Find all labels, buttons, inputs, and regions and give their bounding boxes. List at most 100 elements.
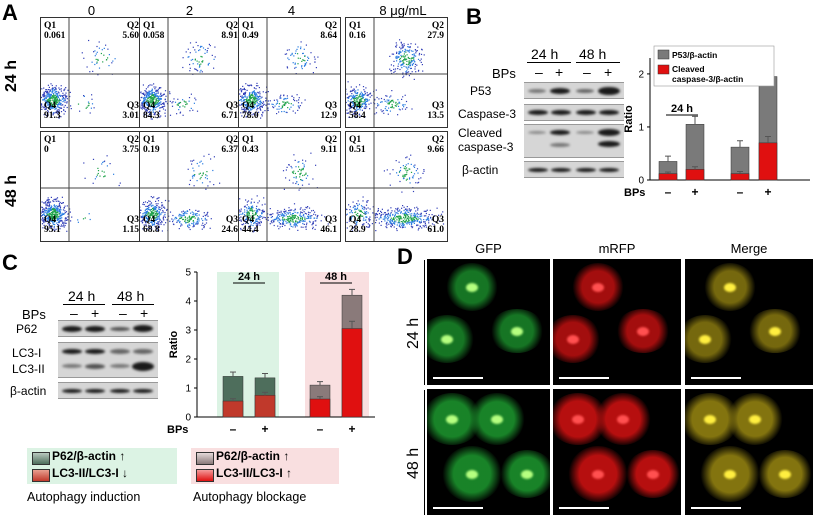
- puncta: [466, 470, 478, 479]
- bar-series-2: [658, 173, 678, 181]
- scale-bar: [691, 507, 741, 509]
- group-label: 48 h: [325, 271, 347, 283]
- c-legend-lc3-swatch-48: [196, 469, 214, 482]
- d-col-merge: Merge: [730, 241, 768, 256]
- puncta: [779, 470, 791, 479]
- flow-plot: Q1 0.43 Q2 9.11 Q4 44.4 Q3 46.1: [238, 131, 341, 242]
- c-bps-label: BPs: [22, 307, 46, 322]
- b-blot-p53: [524, 82, 624, 99]
- legend-swatch-cleaved: [657, 64, 670, 75]
- b-time-24h: 24 h: [531, 46, 559, 62]
- b-time-48h-line: [576, 62, 620, 63]
- panel-a-letter: A: [2, 0, 18, 25]
- quadrant-q4-label: Q4 95.1: [44, 215, 61, 235]
- quadrant-q4-label: Q4 68.8: [143, 215, 160, 235]
- x-axis-label: BPs: [167, 424, 188, 436]
- x-axis-label: BPs: [624, 187, 645, 199]
- quadrant-q4-label: Q4 44.4: [242, 215, 259, 235]
- group-label: 24 h: [671, 103, 693, 115]
- scale-bar: [433, 507, 483, 509]
- puncta: [769, 327, 781, 336]
- panel-c-bar-chart: 0 1 2 3 4 5 Ratio BPs – + – +24 h 48 h: [167, 268, 375, 436]
- quadrant-q2-label: Q2 27.9: [427, 21, 444, 41]
- b-sign-2: +: [555, 64, 564, 80]
- y-tick-label: 1: [638, 122, 644, 133]
- microscopy-image: [553, 259, 681, 385]
- quadrant-q1-label: Q1 0.51: [349, 135, 366, 155]
- quadrant-q1-label: Q1 0.19: [143, 135, 160, 155]
- puncta: [592, 283, 604, 292]
- bar-series-2: [341, 328, 363, 418]
- quadrant-q3-label: Q3 46.1: [320, 215, 337, 235]
- c-label-bactin: β-actin: [10, 384, 47, 398]
- quadrant-q2-label: Q2 6.37: [221, 135, 238, 155]
- puncta: [637, 327, 649, 336]
- c-legend-right-caption: Autophagy blockage: [193, 490, 307, 504]
- puncta: [724, 470, 736, 479]
- x-tick-label: –: [665, 185, 672, 199]
- x-tick-label: +: [261, 422, 268, 436]
- flow-plot: Q1 0 Q2 3.75 Q4 95.1 Q3 1.15: [40, 131, 143, 242]
- x-tick-label: –: [737, 185, 744, 199]
- puncta: [647, 470, 659, 479]
- microscopy-image: [685, 259, 813, 385]
- quadrant-q2-label: Q2 8.64: [320, 21, 337, 41]
- quadrant-q4-label: Q4 91.3: [44, 101, 61, 121]
- quadrant-q3-label: Q3 6.71: [221, 101, 238, 121]
- quadrant-q4-label: Q4 28.9: [349, 215, 366, 235]
- c-blot-lc3: [58, 342, 158, 378]
- quadrant-q3-label: Q3 3.01: [122, 101, 139, 121]
- b-blot-cleaved-caspase3: [524, 124, 624, 158]
- bar-series-2: [309, 398, 331, 418]
- c-time-48h-line: [112, 304, 154, 305]
- quadrant-q2-label: Q2 5.60: [122, 21, 139, 41]
- quadrant-q2-label: Q2 3.75: [122, 135, 139, 155]
- b-label-p53: P53: [470, 84, 492, 98]
- d-row-48h-line: [424, 390, 425, 515]
- b-label-cleaved-caspase3: Cleaved caspase-3: [458, 126, 514, 154]
- legend-label-cleaved-1: Cleaved: [672, 64, 705, 74]
- d-row-24h-line: [424, 260, 425, 385]
- legend-box: [653, 45, 775, 87]
- b-label-caspase3: Caspase-3: [458, 107, 517, 121]
- quadrant-q4-label: Q4 58.4: [349, 101, 366, 121]
- puncta: [572, 415, 584, 424]
- legend-label-p53: P53/β-actin: [672, 50, 717, 60]
- b-time-24h-line: [527, 62, 571, 63]
- d-col-gfp: GFP: [475, 241, 502, 256]
- c-legend-right-box: [191, 448, 339, 484]
- puncta: [724, 283, 736, 292]
- flow-plot: Q1 0.16 Q2 27.9 Q4 58.4 Q3 13.5: [345, 17, 448, 128]
- microscopy-image: [553, 389, 681, 515]
- group-label: 24 h: [238, 271, 260, 283]
- flow-plot: Q1 0.061 Q2 5.60 Q4 91.3 Q3 3.01: [40, 17, 143, 128]
- x-tick-label: +: [348, 422, 355, 436]
- y-axis-label: Ratio: [168, 330, 180, 358]
- quadrant-q4-label: Q4 78.0: [242, 101, 259, 121]
- y-tick-label: 1: [185, 384, 191, 395]
- c-legend-left-line2: LC3-II/LC3-I ↓: [52, 466, 129, 480]
- c-legend-lc3-swatch-24: [32, 469, 50, 482]
- quadrant-q1-label: Q1 0.43: [242, 135, 259, 155]
- y-tick-label: 2: [638, 69, 644, 80]
- panel-d-letter: D: [397, 244, 413, 269]
- quadrant-q2-label: Q2 9.66: [427, 135, 444, 155]
- flow-plot: Q1 0.19 Q2 6.37 Q4 68.8 Q3 24.6: [139, 131, 242, 242]
- scale-bar: [433, 377, 483, 379]
- legend-label-cleaved-2: caspase-3/β-actin: [672, 74, 743, 84]
- puncta: [749, 415, 761, 424]
- b-sign-4: +: [604, 64, 613, 80]
- b-time-48h: 48 h: [579, 46, 607, 62]
- d-row-48h: 48 h: [405, 447, 422, 479]
- puncta: [704, 415, 716, 424]
- y-tick-label: 0: [638, 176, 644, 187]
- conc-label-8: 8 μg/mL: [379, 3, 427, 18]
- bar-series-2: [685, 169, 705, 181]
- c-sign-2: +: [91, 305, 100, 321]
- y-tick-label: 5: [185, 268, 191, 279]
- x-tick-label: +: [764, 185, 771, 199]
- flow-plot: Q1 0.058 Q2 8.91 Q4 84.3 Q3 6.71: [139, 17, 242, 128]
- quadrant-q1-label: Q1 0: [44, 135, 57, 155]
- quadrant-q1-label: Q1 0.061: [44, 21, 66, 41]
